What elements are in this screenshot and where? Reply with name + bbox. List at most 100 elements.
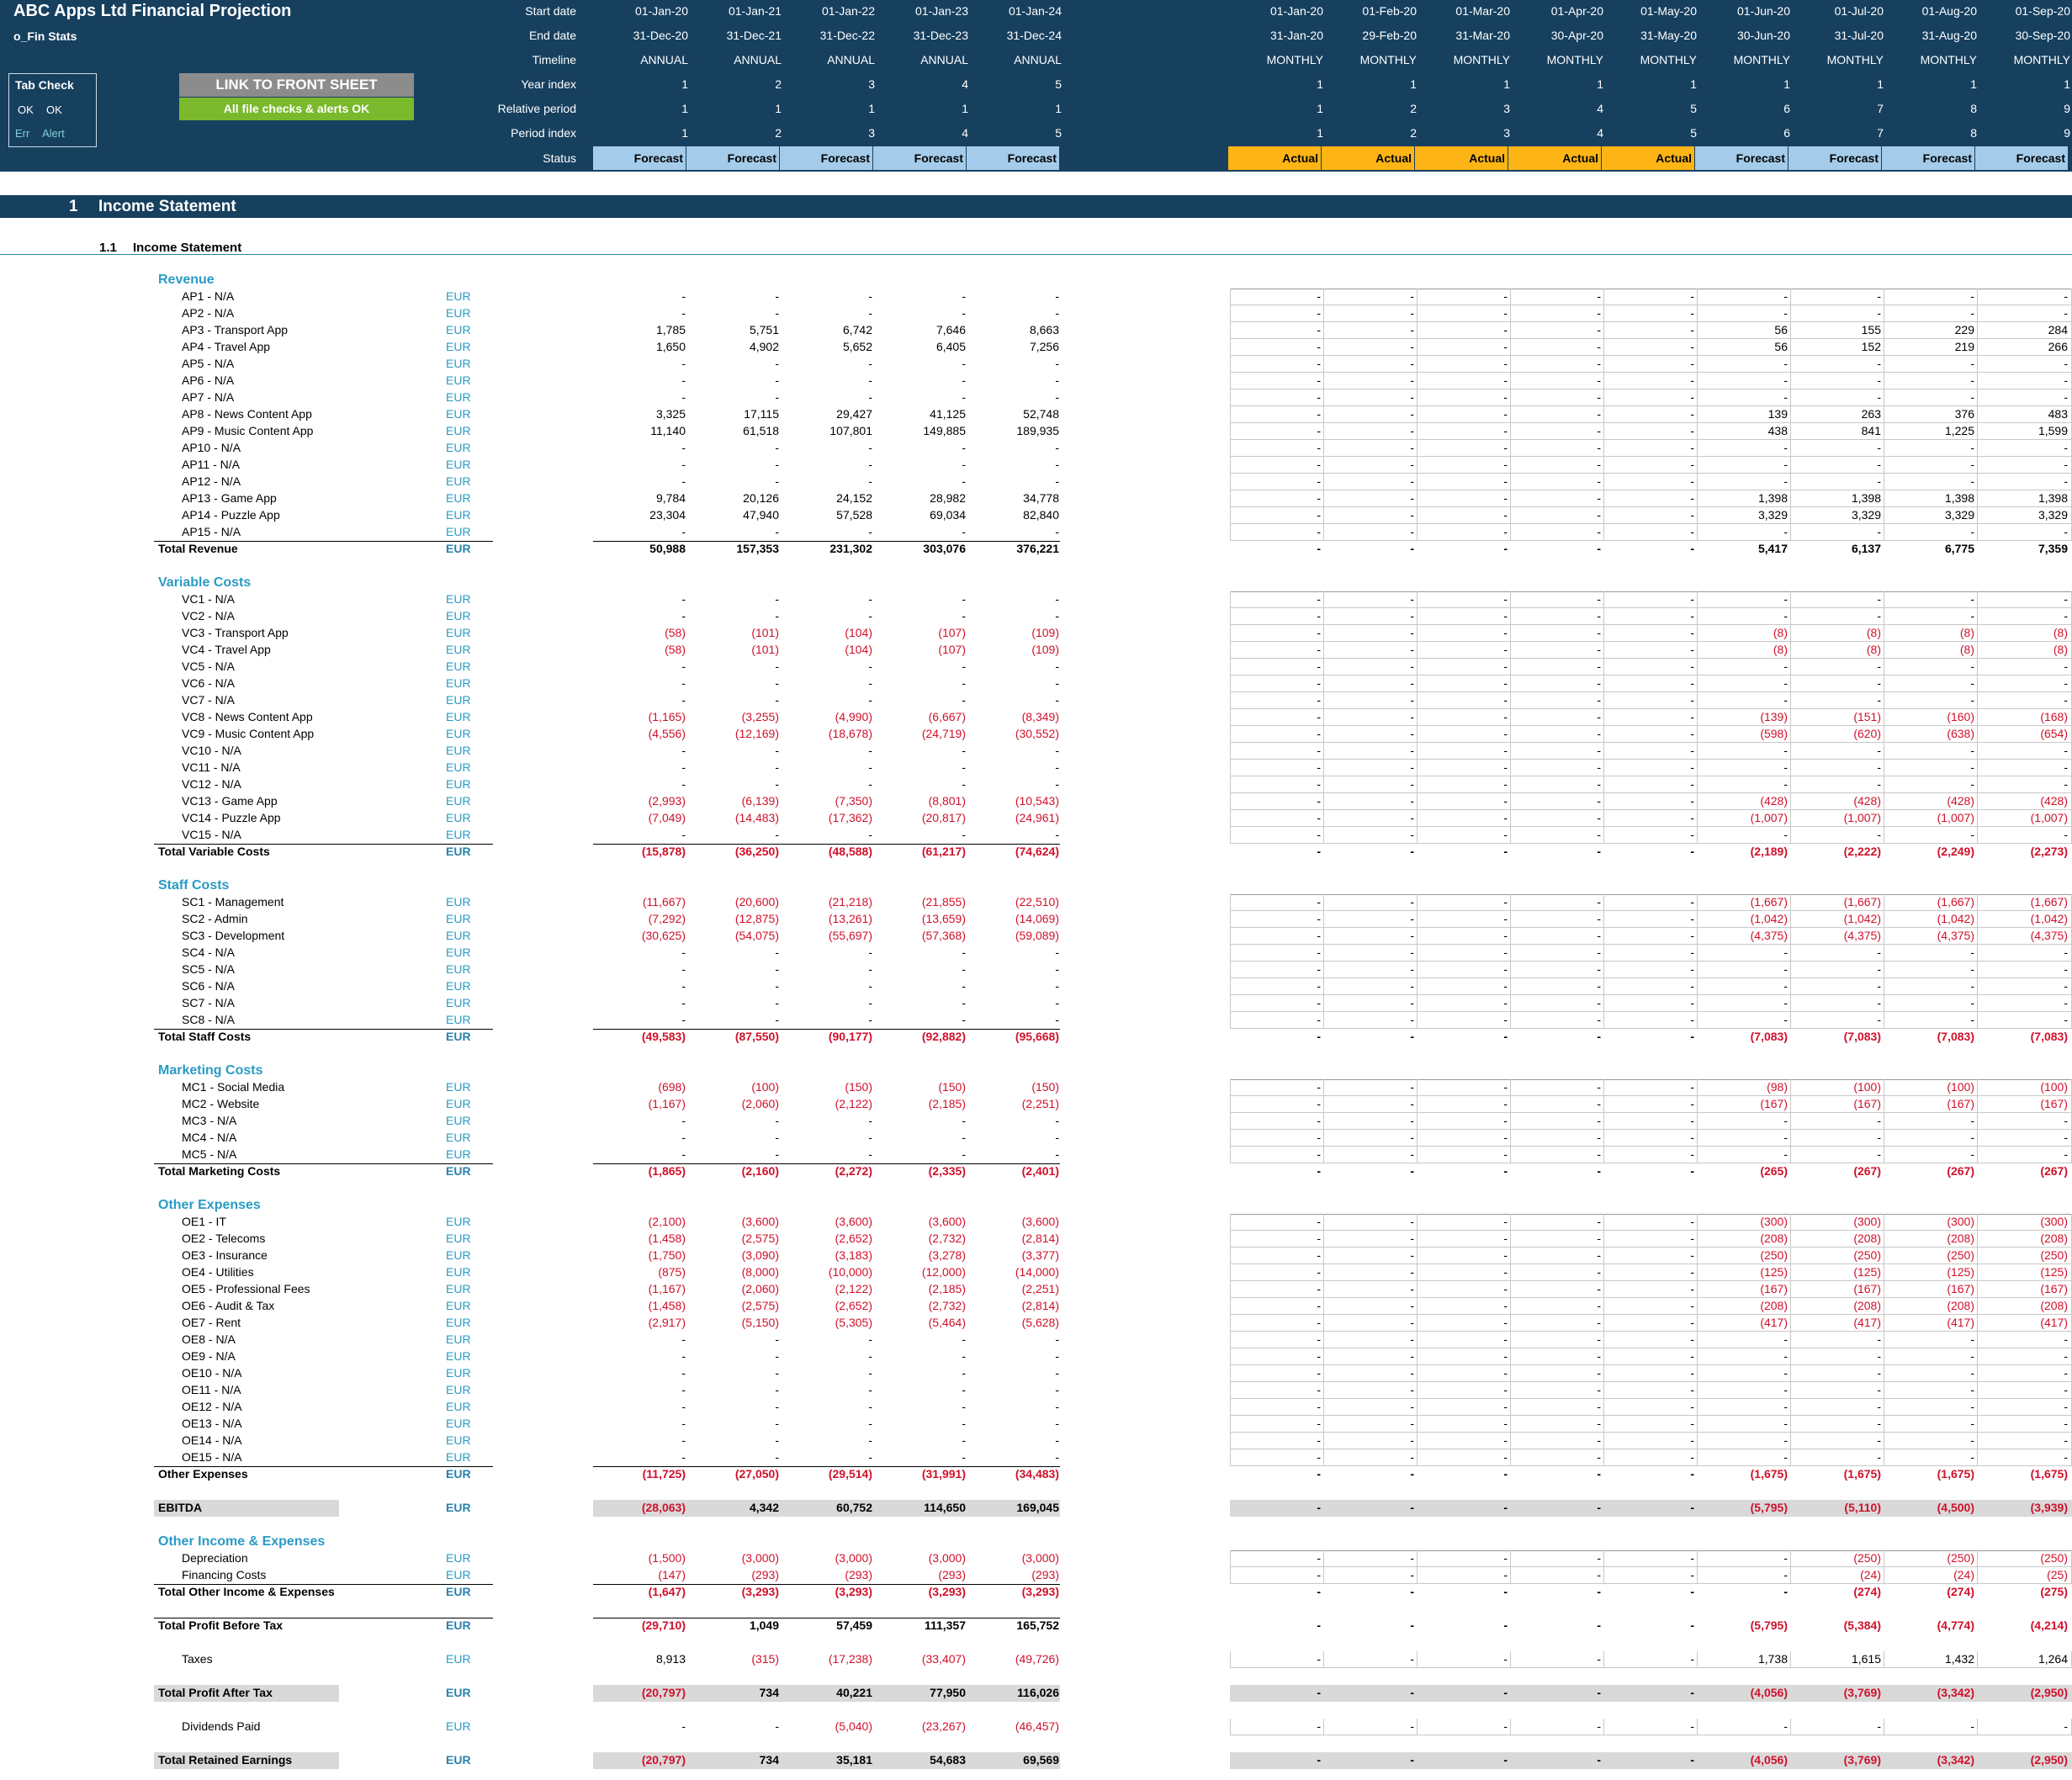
row-divider [1231, 977, 2072, 978]
column-divider [1603, 894, 1604, 911]
column-divider [1697, 1079, 1698, 1096]
monthly-value-cell: - [1503, 357, 1508, 370]
annual-value-cell: - [681, 373, 686, 387]
monthly-period-cell: 30-Apr-20 [1550, 29, 1603, 42]
monthly-period-cell: 31-Jul-20 [1834, 29, 1884, 42]
column-divider [1977, 962, 1978, 978]
monthly-period-cell: MONTHLY [1546, 53, 1603, 66]
column-divider [1417, 1113, 1418, 1130]
column-divider [1323, 1332, 1324, 1348]
monthly-value-cell: (300) [1947, 1215, 1974, 1228]
column-divider [1977, 1130, 1978, 1147]
monthly-value-cell: - [1877, 357, 1881, 370]
monthly-value-cell: (3,769) [1843, 1753, 1881, 1767]
column-divider [1417, 995, 1418, 1012]
annual-period-cell: 01-Jan-21 [728, 4, 782, 18]
currency-label: EUR [446, 1265, 471, 1279]
monthly-period-cell: 1 [1970, 77, 1977, 91]
annual-value-cell: - [962, 777, 966, 791]
row-divider [1231, 1214, 2072, 1215]
currency-label: EUR [446, 1013, 471, 1026]
link-to-front-sheet-button[interactable]: LINK TO FRONT SHEET [179, 73, 414, 97]
annual-value-cell: 734 [759, 1753, 779, 1767]
monthly-value-cell: - [1690, 1232, 1694, 1245]
monthly-value-cell: (417) [1760, 1316, 1788, 1329]
monthly-value-cell: - [1690, 1618, 1694, 1632]
monthly-value-cell: - [1690, 373, 1694, 387]
column-divider [1603, 1264, 1604, 1281]
annual-value-cell: - [775, 1147, 779, 1161]
monthly-value-cell: - [1783, 1585, 1788, 1598]
monthly-value-cell: - [1503, 962, 1508, 976]
monthly-value-cell: - [1690, 306, 1694, 320]
table-row: AP9 - Music Content App EUR 11,140 61,518 10… [0, 423, 2072, 440]
column-divider [1603, 289, 1604, 305]
column-divider [1510, 659, 1511, 675]
monthly-value-cell: - [1410, 710, 1414, 723]
table-row: MC1 - Social Media EUR (698) (100) (150) (150… [0, 1079, 2072, 1096]
column-divider [1417, 1567, 1418, 1584]
monthly-value-cell: - [1970, 357, 1974, 370]
column-divider [1417, 406, 1418, 423]
monthly-value-cell: 284 [2048, 323, 2068, 336]
status-badge: Actual [1415, 146, 1508, 170]
column-divider [1417, 457, 1418, 474]
currency-label: EUR [446, 1080, 471, 1094]
monthly-value-cell: (167) [1947, 1097, 1974, 1110]
column-divider [1230, 978, 1231, 995]
annual-value-cell: - [681, 1417, 686, 1430]
column-divider [1417, 339, 1418, 356]
status-badge: Forecast [967, 146, 1059, 170]
annual-value-cell: - [775, 373, 779, 387]
monthly-value-cell: - [1690, 1147, 1694, 1161]
annual-value-cell: (3,293) [1021, 1585, 1059, 1598]
column-divider [1697, 945, 1698, 962]
annual-value-cell: (1,165) [648, 710, 686, 723]
monthly-value-cell: - [1410, 1433, 1414, 1447]
monthly-value-cell: - [1317, 1417, 1321, 1430]
annual-value-cell: 61,518 [743, 424, 779, 437]
annual-value-cell: 169,045 [1016, 1501, 1059, 1514]
monthly-value-cell: (598) [1760, 727, 1788, 740]
column-divider [1323, 625, 1324, 642]
column-divider [1510, 675, 1511, 692]
monthly-value-cell: - [1410, 542, 1414, 555]
column-divider [1977, 1079, 1978, 1096]
monthly-value-cell: - [1410, 1080, 1414, 1094]
annual-value-cell: - [962, 1332, 966, 1346]
row-divider [1231, 725, 2072, 726]
monthly-period-cell: MONTHLY [1826, 53, 1884, 66]
column-divider [1790, 776, 1791, 793]
monthly-period-cell: 9 [2064, 102, 2070, 115]
monthly-value-cell: - [2064, 996, 2068, 1009]
row-divider [1231, 1667, 2072, 1668]
monthly-value-cell: (250) [1853, 1248, 1881, 1262]
monthly-value-cell: - [1690, 474, 1694, 488]
row-label: Total Staff Costs [158, 1030, 252, 1043]
currency-label: EUR [446, 794, 471, 808]
column-divider [1977, 642, 1978, 659]
row-divider [1231, 1011, 2072, 1012]
column-divider [1323, 524, 1324, 541]
status-badge: Forecast [1975, 146, 2068, 170]
monthly-value-cell: (98) [1767, 1080, 1788, 1094]
currency-label: EUR [446, 828, 471, 841]
monthly-value-cell: - [1503, 1248, 1508, 1262]
monthly-value-cell: (2,189) [1750, 845, 1788, 858]
annual-value-cell: (4,990) [835, 710, 872, 723]
annual-value-cell: - [775, 289, 779, 303]
monthly-value-cell: - [1783, 289, 1788, 303]
row-label: OE2 - Telecoms [182, 1232, 266, 1245]
column-divider [1230, 1651, 1231, 1668]
currency-label: EUR [446, 929, 471, 942]
currency-label: EUR [446, 777, 471, 791]
column-divider [1790, 490, 1791, 507]
annual-value-cell: - [1055, 525, 1059, 538]
monthly-value-cell: - [1877, 676, 1881, 690]
column-divider [1323, 305, 1324, 322]
annual-value-cell: - [1055, 306, 1059, 320]
table-row: AP1 - N/A EUR - - - - - - - - - - - - - - [0, 289, 2072, 305]
annual-period-cell: ANNUAL [920, 53, 968, 66]
column-divider [1603, 1433, 1604, 1449]
monthly-value-cell: - [1503, 693, 1508, 707]
